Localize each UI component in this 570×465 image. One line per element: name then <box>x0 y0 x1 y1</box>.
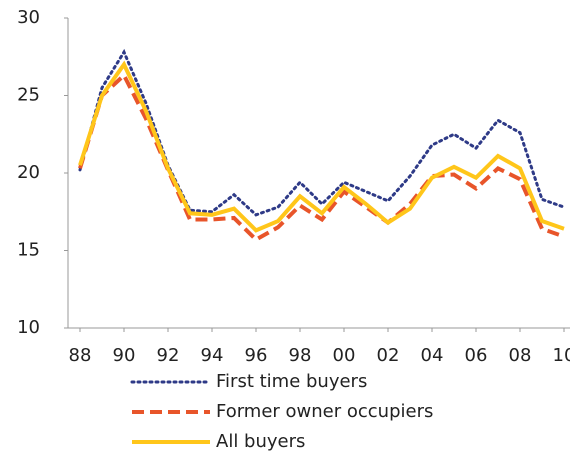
legend-label: First time buyers <box>216 371 367 392</box>
legend-label: Former owner occupiers <box>216 401 433 422</box>
x-tick-label: 04 <box>421 345 444 366</box>
x-tick-label: 98 <box>289 345 312 366</box>
x-tick-label: 90 <box>113 345 136 366</box>
x-tick-label: 88 <box>69 345 92 366</box>
y-tick-label: 30 <box>17 7 40 28</box>
x-tick-label: 00 <box>333 345 356 366</box>
series-line <box>78 48 566 217</box>
x-tick-label: 08 <box>509 345 532 366</box>
legend-label: All buyers <box>216 431 305 452</box>
x-tick-label: 10 <box>553 345 570 366</box>
x-tick-label: 94 <box>201 345 224 366</box>
x-tick-label: 92 <box>157 345 180 366</box>
y-tick-label: 25 <box>17 85 40 106</box>
x-tick-label: 02 <box>377 345 400 366</box>
x-tick-label: 96 <box>245 345 268 366</box>
y-tick-label: 20 <box>17 162 40 183</box>
x-tick-label: 06 <box>465 345 488 366</box>
series-line <box>78 60 565 233</box>
y-tick-label: 10 <box>17 317 40 338</box>
y-tick-label: 15 <box>17 240 40 261</box>
